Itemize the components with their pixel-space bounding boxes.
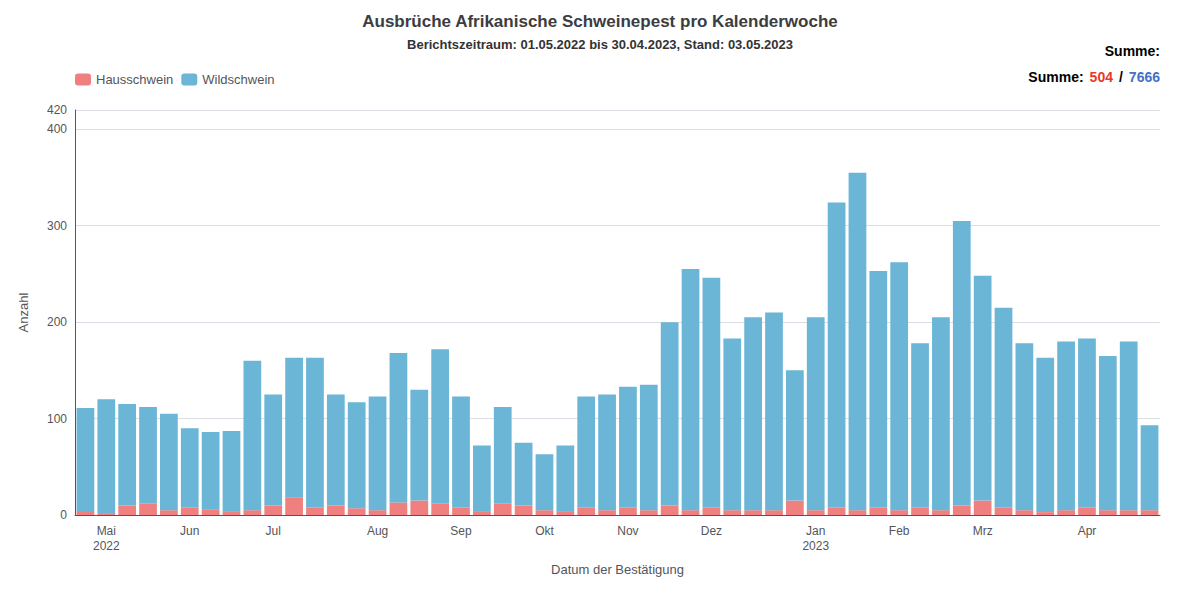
svg-text:2023: 2023 bbox=[802, 539, 829, 553]
svg-text:/: / bbox=[1119, 69, 1123, 85]
svg-text:200: 200 bbox=[47, 315, 67, 329]
svg-text:Wildschwein: Wildschwein bbox=[202, 72, 274, 87]
svg-text:Hausschwein: Hausschwein bbox=[96, 72, 173, 87]
svg-text:Mrz: Mrz bbox=[973, 524, 993, 538]
svg-text:Jan: Jan bbox=[806, 524, 825, 538]
svg-text:Mai: Mai bbox=[97, 524, 116, 538]
svg-text:Summe:: Summe: bbox=[1105, 43, 1160, 59]
svg-text:Apr: Apr bbox=[1078, 524, 1097, 538]
svg-text:Jul: Jul bbox=[266, 524, 281, 538]
svg-text:Okt: Okt bbox=[535, 524, 554, 538]
svg-text:Berichtszeitraum: 01.05.2022 b: Berichtszeitraum: 01.05.2022 bis 30.04.2… bbox=[407, 37, 793, 52]
svg-text:Dez: Dez bbox=[701, 524, 722, 538]
svg-text:Anzahl: Anzahl bbox=[16, 293, 31, 333]
svg-text:Jun: Jun bbox=[180, 524, 199, 538]
svg-text:7666: 7666 bbox=[1129, 69, 1160, 85]
svg-text:300: 300 bbox=[47, 219, 67, 233]
svg-text:Feb: Feb bbox=[889, 524, 910, 538]
svg-text:0: 0 bbox=[60, 508, 67, 522]
svg-text:420: 420 bbox=[47, 103, 67, 117]
svg-text:Sep: Sep bbox=[450, 524, 472, 538]
svg-text:504: 504 bbox=[1090, 69, 1114, 85]
svg-text:Summe:: Summe: bbox=[1028, 69, 1083, 85]
svg-text:100: 100 bbox=[47, 412, 67, 426]
svg-text:2022: 2022 bbox=[93, 539, 120, 553]
svg-text:Nov: Nov bbox=[617, 524, 638, 538]
svg-text:400: 400 bbox=[47, 122, 67, 136]
svg-text:Datum der Bestätigung: Datum der Bestätigung bbox=[551, 562, 684, 577]
svg-text:Aug: Aug bbox=[367, 524, 388, 538]
svg-text:Ausbrüche Afrikanische Schwein: Ausbrüche Afrikanische Schweinepest pro … bbox=[362, 12, 838, 31]
